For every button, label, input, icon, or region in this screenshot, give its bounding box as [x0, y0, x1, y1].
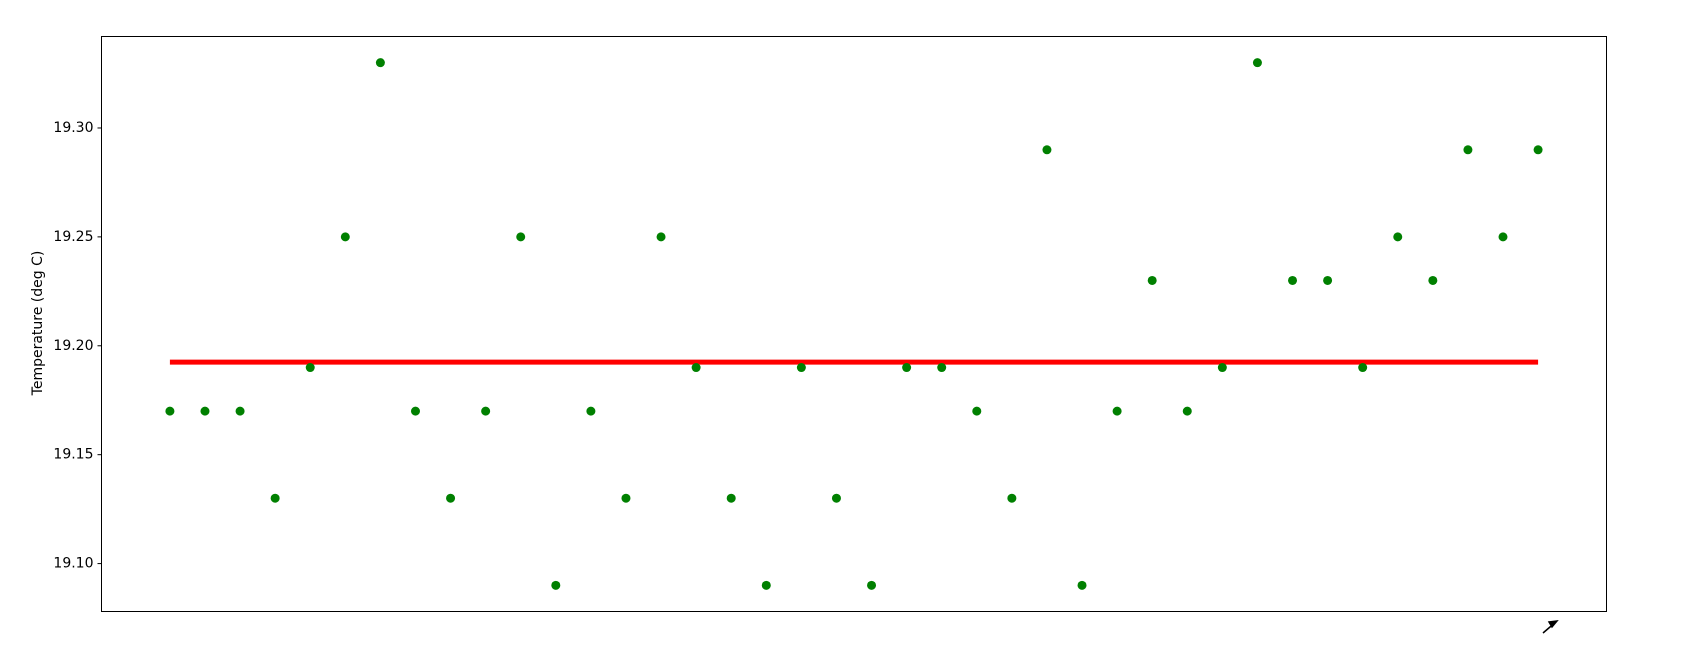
data-point [902, 363, 912, 373]
y-tick-label: 19.25 [53, 229, 93, 245]
data-point [340, 232, 350, 242]
data-point [691, 363, 701, 373]
data-point [1463, 145, 1473, 155]
data-point [200, 406, 210, 416]
data-point [656, 232, 666, 242]
data-point [867, 580, 877, 590]
data-point [551, 580, 561, 590]
data-point [1252, 58, 1262, 68]
data-point [796, 363, 806, 373]
data-point [621, 493, 631, 503]
y-axis-label: Temperature (deg C) [30, 251, 46, 397]
data-point [1077, 580, 1087, 590]
data-point [1007, 493, 1017, 503]
data-point [1358, 363, 1368, 373]
data-point [165, 406, 175, 416]
data-point [446, 493, 456, 503]
y-tick-label: 19.10 [53, 556, 93, 572]
data-point [375, 58, 385, 68]
data-point [1533, 145, 1543, 155]
data-point [516, 232, 526, 242]
data-point [1393, 232, 1403, 242]
data-point [761, 580, 771, 590]
cursor-icon [1542, 620, 1559, 634]
data-point [305, 363, 315, 373]
y-tick-label: 19.20 [53, 338, 93, 354]
data-point [726, 493, 736, 503]
data-point [1042, 145, 1052, 155]
data-point [1112, 406, 1122, 416]
y-tick-label: 19.30 [53, 120, 93, 136]
data-point [481, 406, 491, 416]
data-point [937, 363, 947, 373]
data-point [270, 493, 280, 503]
data-point [1288, 275, 1298, 285]
data-point [1217, 363, 1227, 373]
data-point [1498, 232, 1508, 242]
data-point [235, 406, 245, 416]
plot-frame [101, 36, 1607, 612]
data-point [410, 406, 420, 416]
data-point [1147, 275, 1157, 285]
data-point [1323, 275, 1333, 285]
data-point [1428, 275, 1438, 285]
data-point [586, 406, 596, 416]
data-point [1182, 406, 1192, 416]
data-point [831, 493, 841, 503]
data-point [972, 406, 982, 416]
y-tick-label: 19.15 [53, 447, 93, 463]
